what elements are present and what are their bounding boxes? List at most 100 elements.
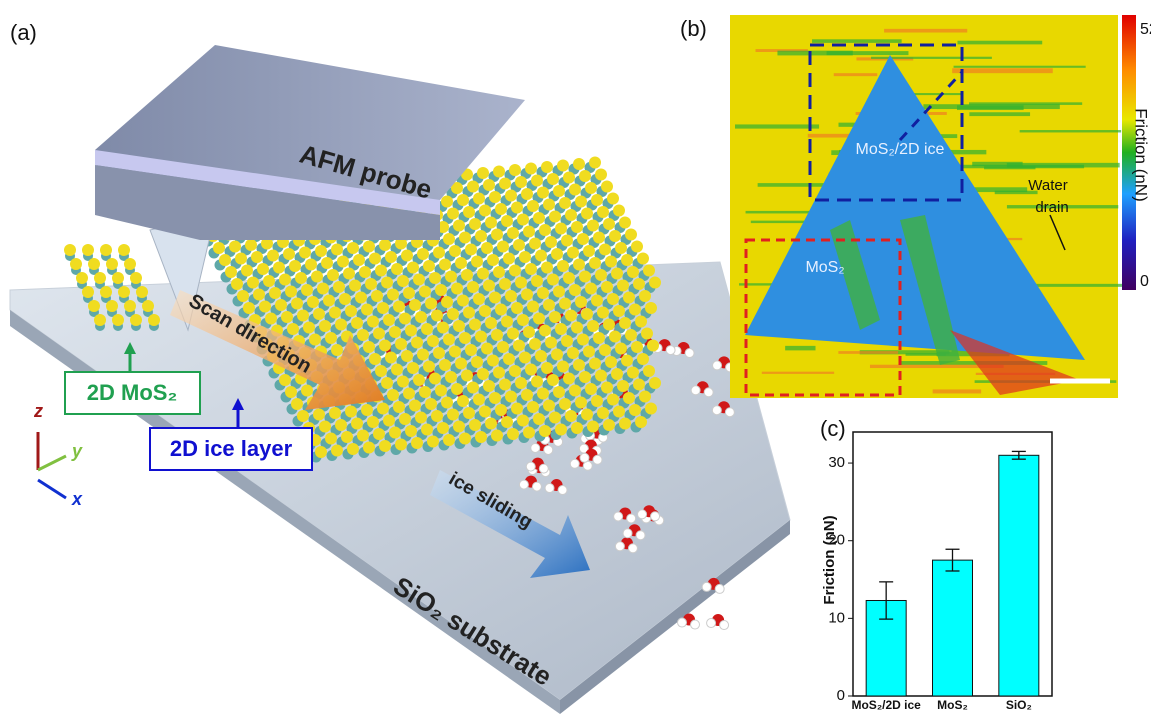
s-atom	[497, 341, 509, 353]
s-atom	[469, 218, 481, 230]
s-atom	[537, 187, 549, 199]
s-atom	[575, 397, 587, 409]
hydrogen	[627, 514, 636, 523]
s-atom	[475, 331, 487, 343]
s-atom	[513, 340, 525, 352]
s-atom	[605, 256, 617, 268]
s-atom	[533, 212, 545, 224]
s-atom	[607, 193, 619, 205]
s-atom	[631, 341, 643, 353]
texture-stripe	[812, 39, 902, 43]
s-atom	[275, 299, 287, 311]
s-atom	[325, 332, 337, 344]
s-atom	[381, 277, 393, 289]
hydrogen	[623, 529, 632, 538]
s-atom	[313, 308, 325, 320]
s-atom	[429, 272, 441, 284]
s-atom	[369, 353, 381, 365]
s-atom	[497, 241, 509, 253]
s-atom	[479, 305, 491, 317]
s-atom	[639, 391, 651, 403]
s-atom	[529, 338, 541, 350]
y-tick-label: 30	[828, 454, 845, 471]
y-tick-label: 0	[837, 687, 845, 704]
s-atom	[301, 284, 313, 296]
s-atom	[361, 404, 373, 416]
s-atom	[315, 446, 327, 458]
hydrogen	[532, 482, 541, 491]
s-atom	[579, 271, 591, 283]
s-atom	[507, 227, 519, 239]
s-atom	[619, 418, 631, 430]
s-atom	[321, 257, 333, 269]
s-atom	[443, 334, 455, 346]
hydrogen	[580, 453, 589, 462]
s-atom	[477, 268, 489, 280]
s-atom	[517, 314, 529, 326]
s-atom	[419, 386, 431, 398]
texture-stripe	[933, 389, 981, 393]
s-atom	[549, 311, 561, 323]
s-atom	[581, 308, 593, 320]
s-atom	[253, 289, 265, 301]
s-atom	[447, 308, 459, 320]
s-atom	[479, 406, 491, 418]
s-atom	[615, 343, 627, 355]
s-atom	[401, 250, 413, 262]
s-atom	[539, 425, 551, 437]
s-atom	[315, 245, 327, 257]
s-atom	[515, 277, 527, 289]
texture-stripe	[735, 124, 819, 128]
s-atom	[373, 428, 385, 440]
s-atom	[531, 376, 543, 388]
s-atom	[523, 427, 535, 439]
s-atom	[599, 344, 611, 356]
s-atom	[613, 205, 625, 217]
s-atom	[583, 346, 595, 358]
s-atom	[106, 300, 118, 312]
s-atom	[443, 434, 455, 446]
s-atom	[213, 242, 225, 254]
s-atom	[403, 287, 415, 299]
texture-stripe	[952, 68, 1053, 73]
s-atom	[439, 359, 451, 371]
s-atom	[453, 220, 465, 232]
hydrogen	[691, 620, 700, 629]
s-atom	[231, 278, 243, 290]
s-atom	[543, 199, 555, 211]
y-axis	[38, 456, 66, 470]
s-atom	[431, 410, 443, 422]
s-atom	[331, 445, 343, 457]
s-atom	[513, 239, 525, 251]
s-atom	[409, 299, 421, 311]
hydrogen	[685, 349, 694, 358]
s-atom	[279, 374, 291, 386]
colorbar-title: Friction (nN)	[1132, 108, 1151, 202]
s-atom	[100, 286, 112, 298]
s-atom	[637, 353, 649, 365]
s-atom	[555, 424, 567, 436]
s-atom	[477, 368, 489, 380]
s-atom	[557, 160, 569, 172]
s-atom	[403, 388, 415, 400]
s-atom	[495, 404, 507, 416]
s-atom	[607, 394, 619, 406]
s-atom	[379, 239, 391, 251]
hydrogen	[707, 619, 716, 628]
x-tick-label: SiO₂	[1006, 698, 1032, 712]
s-atom	[611, 268, 623, 280]
s-atom	[533, 313, 545, 325]
drain-annotation: drain	[1035, 199, 1068, 216]
s-atom	[525, 364, 537, 376]
s-atom	[595, 370, 607, 382]
s-atom	[457, 295, 469, 307]
s-atom	[553, 185, 565, 197]
s-atom	[537, 388, 549, 400]
s-atom	[118, 286, 130, 298]
s-atom	[553, 386, 565, 398]
s-atom	[417, 248, 429, 260]
s-atom	[519, 352, 531, 364]
s-atom	[489, 292, 501, 304]
s-atom	[645, 403, 657, 415]
s-atom	[473, 193, 485, 205]
